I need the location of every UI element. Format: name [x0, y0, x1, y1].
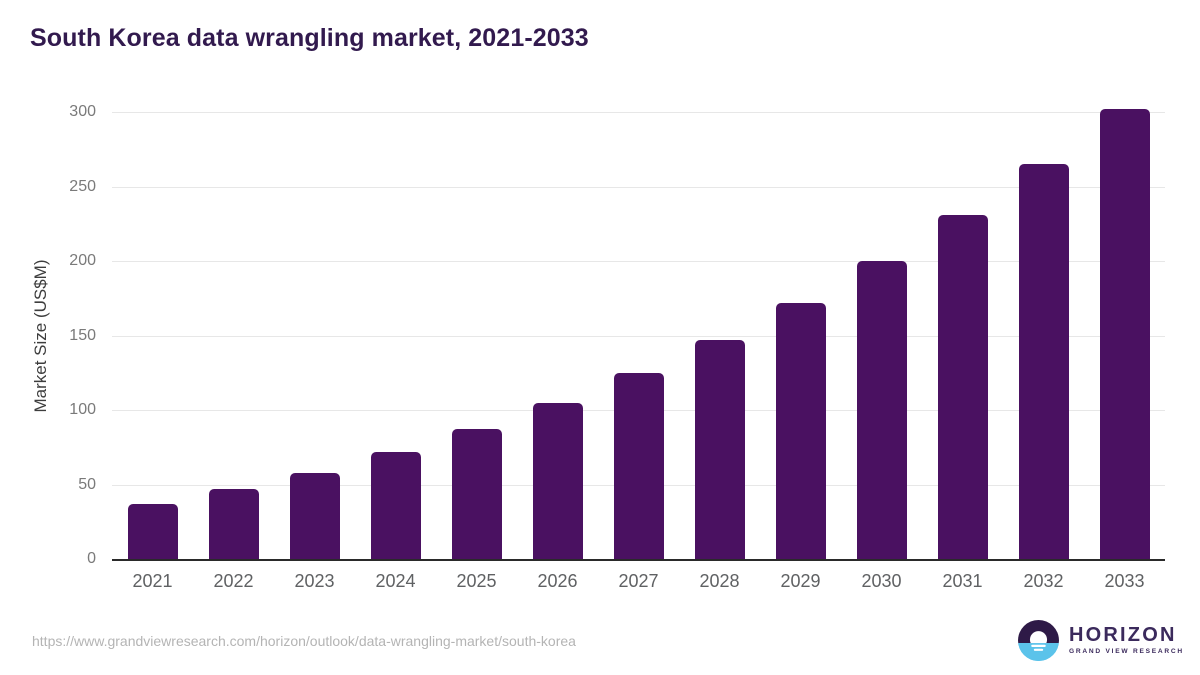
bar-2021 — [127, 503, 178, 559]
bar-2032 — [1018, 164, 1069, 559]
x-tick-label-2029: 2029 — [780, 571, 821, 591]
x-tick-label-2030: 2030 — [861, 571, 902, 591]
chart-title: South Korea data wrangling market, 2021-… — [30, 24, 589, 52]
logo-wordmark: HORIZON — [1069, 624, 1177, 647]
x-tick-label-2027: 2027 — [618, 571, 659, 591]
x-tick-label-2022: 2022 — [213, 571, 254, 591]
source-url: https://www.grandviewresearch.com/horizo… — [32, 633, 576, 649]
x-tick-label-2032: 2032 — [1023, 571, 1064, 591]
x-tick-label-2026: 2026 — [537, 571, 578, 591]
horizon-sun-icon — [1018, 620, 1059, 661]
y-tick-label-200: 200 — [69, 252, 96, 269]
logo-subtitle: GRAND VIEW RESEARCH — [1069, 648, 1184, 656]
gridline-250 — [112, 186, 1165, 188]
plot-area: 0 50 100 150 200 250 300 2021 2022 2023 2024 2025 20… — [69, 103, 1165, 591]
gridline-200 — [112, 261, 1165, 262]
x-tick-label-2031: 2031 — [942, 571, 983, 591]
x-tick-label-2021: 2021 — [132, 571, 173, 591]
bar-2030 — [856, 261, 907, 559]
y-tick-label-250: 250 — [69, 177, 96, 195]
x-tick-label-2028: 2028 — [699, 571, 740, 591]
y-tick-label-100: 100 — [69, 401, 96, 418]
bar-2025 — [451, 429, 502, 559]
x-tick-label-2023: 2023 — [294, 571, 335, 591]
y-tick-label-0: 0 — [87, 550, 96, 567]
bar-2028 — [694, 339, 745, 559]
bar-2033 — [1099, 109, 1150, 559]
x-tick-label-2033: 2033 — [1104, 571, 1145, 591]
bar-2027 — [613, 372, 664, 559]
bar-2026 — [532, 402, 583, 559]
x-tick-label-2024: 2024 — [375, 571, 416, 591]
bar-2029 — [775, 302, 826, 559]
y-tick-label-300: 300 — [69, 103, 96, 120]
y-tick-label-150: 150 — [69, 326, 96, 344]
gridline-150 — [112, 335, 1165, 337]
bar-2024 — [370, 451, 421, 559]
horizon-logo: HORIZON GRAND VIEW RESEARCH — [1018, 620, 1184, 661]
bar-2023 — [289, 472, 340, 559]
bar-2022 — [208, 488, 259, 559]
gridline-300 — [112, 112, 1165, 113]
bar-2031 — [937, 214, 988, 559]
x-tick-label-2025: 2025 — [456, 571, 497, 591]
logo-wordmark-block: HORIZON GRAND VIEW RESEARCH — [1069, 625, 1184, 656]
y-tick-label-50: 50 — [78, 475, 96, 493]
